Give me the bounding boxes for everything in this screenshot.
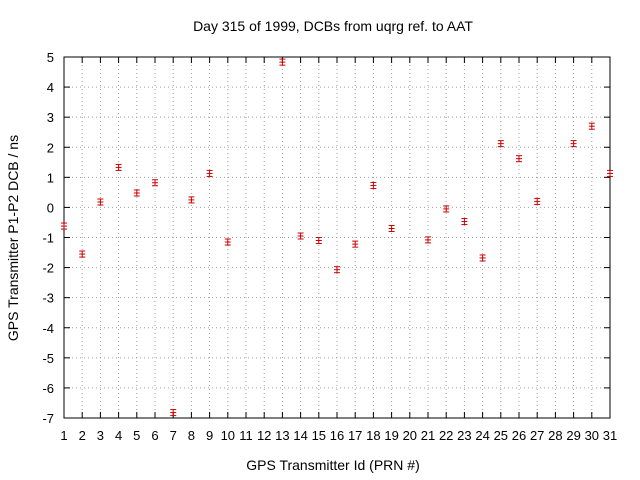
y-axis-label: GPS Transmitter P1-P2 DCB / ns	[5, 135, 21, 341]
chart-title: Day 315 of 1999, DCBs from uqrg ref. to …	[193, 18, 473, 34]
x-tick-label: 25	[494, 428, 508, 443]
y-tick-label: 4	[47, 80, 54, 95]
data-point	[115, 163, 122, 171]
y-tick-label: -7	[42, 411, 54, 426]
x-tick-label: 2	[79, 428, 86, 443]
data-point	[315, 237, 322, 245]
data-point	[443, 205, 450, 213]
y-tick-label: -1	[42, 231, 54, 246]
x-tick-label: 19	[384, 428, 398, 443]
x-axis-label: GPS Transmitter Id (PRN #)	[246, 457, 419, 473]
data-point	[461, 218, 468, 226]
data-point	[170, 409, 177, 417]
data-point	[188, 196, 195, 204]
x-axis-ticks: 1 2 3 4 5 6 7 8 9 10 11 12 13 14 15 16 17 18 19 20 21 22 23 24 2…	[60, 57, 617, 443]
plot-frame	[63, 56, 611, 419]
x-tick-label: 30	[585, 428, 599, 443]
data-point	[279, 58, 286, 66]
data-point	[152, 179, 158, 187]
x-tick-label: 24	[475, 428, 489, 443]
x-tick-label: 15	[312, 428, 326, 443]
data-point	[534, 197, 541, 205]
x-tick-label: 28	[548, 428, 562, 443]
data-point	[224, 238, 231, 246]
grid-lines	[64, 57, 610, 418]
x-tick-label: 1	[60, 428, 67, 443]
x-tick-label: 16	[330, 428, 344, 443]
data-point	[607, 169, 613, 177]
x-tick-label: 23	[457, 428, 471, 443]
x-tick-label: 27	[530, 428, 544, 443]
y-axis-ticks: 5 4 3 2 1 0 -1 -2 -3 -4 -5 -6 -7	[42, 50, 610, 426]
x-tick-label: 7	[170, 428, 177, 443]
y-tick-label: 2	[47, 140, 54, 155]
data-point	[570, 140, 577, 148]
x-tick-label: 6	[151, 428, 158, 443]
y-tick-label: -6	[42, 381, 54, 396]
data-point	[206, 169, 213, 177]
y-tick-label: -3	[42, 291, 54, 306]
data-point	[61, 222, 67, 230]
x-tick-label: 12	[257, 428, 271, 443]
x-tick-label: 8	[188, 428, 195, 443]
x-tick-label: 29	[566, 428, 580, 443]
x-tick-label: 22	[439, 428, 453, 443]
x-tick-label: 4	[115, 428, 122, 443]
x-tick-label: 5	[133, 428, 140, 443]
data-point	[79, 250, 86, 258]
x-tick-label: 31	[603, 428, 617, 443]
data-point	[352, 240, 359, 248]
data-point	[334, 266, 340, 274]
y-tick-label: -4	[42, 321, 54, 336]
y-tick-label: 0	[47, 200, 54, 215]
x-tick-label: 13	[275, 428, 289, 443]
data-point	[588, 122, 595, 130]
x-tick-label: 18	[366, 428, 380, 443]
data-point	[479, 254, 486, 262]
x-tick-label: 11	[239, 428, 253, 443]
data-point	[497, 140, 504, 148]
data-point	[516, 155, 522, 163]
y-tick-label: -2	[42, 261, 54, 276]
x-tick-label: 21	[421, 428, 435, 443]
x-tick-label: 10	[221, 428, 235, 443]
data-point	[297, 232, 304, 240]
x-tick-label: 20	[403, 428, 417, 443]
y-tick-label: 5	[47, 50, 54, 65]
data-point	[133, 189, 140, 197]
x-tick-label: 14	[293, 428, 307, 443]
x-tick-label: 26	[512, 428, 526, 443]
data-points	[61, 58, 613, 417]
data-point	[425, 236, 431, 244]
data-point	[388, 224, 395, 232]
y-tick-label: 3	[47, 110, 54, 125]
x-tick-label: 17	[348, 428, 362, 443]
y-tick-label: 1	[47, 170, 54, 185]
y-tick-label: -5	[42, 351, 54, 366]
x-tick-label: 3	[97, 428, 104, 443]
x-tick-label: 9	[206, 428, 213, 443]
data-point	[370, 181, 377, 189]
data-point	[97, 198, 104, 206]
